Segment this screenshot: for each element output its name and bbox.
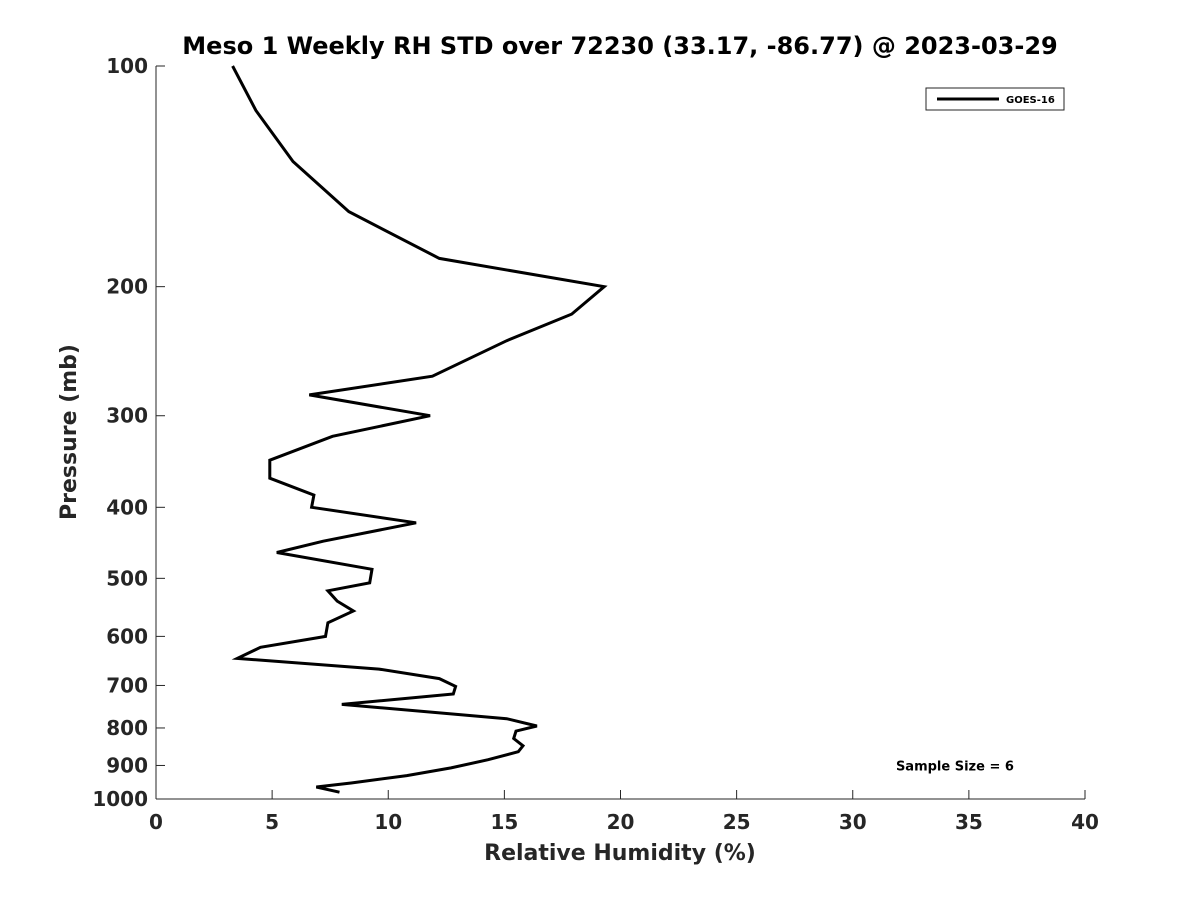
x-tick-label: 30 (839, 810, 867, 834)
chart-title: Meso 1 Weekly RH STD over 72230 (33.17, … (182, 32, 1057, 60)
x-tick-label: 25 (723, 810, 751, 834)
y-tick-label: 1000 (92, 787, 148, 811)
legend: GOES-16 (925, 87, 1065, 111)
legend-label: GOES-16 (1006, 95, 1055, 106)
x-axis-label: Relative Humidity (%) (484, 841, 756, 866)
x-tick-label: 15 (490, 810, 518, 834)
x-tick-label: 40 (1071, 810, 1099, 834)
y-tick-label: 700 (106, 673, 148, 697)
x-tick-label: 35 (955, 810, 983, 834)
axes: 0 5 10 15 20 25 30 35 40 100 200 300 400 500 600 700 800… (92, 54, 1099, 834)
annotations: Sample Size = 6 (896, 759, 1014, 774)
series-layer (231, 65, 608, 794)
y-axis-label: Pressure (mb) (57, 344, 82, 520)
y-tick-label: 100 (106, 54, 148, 78)
x-tick-label: 5 (265, 810, 279, 834)
y-tick-label: 500 (106, 566, 148, 590)
y-tick-label: 400 (106, 495, 148, 519)
y-tick-label: 600 (106, 624, 148, 648)
x-tick-label: 20 (607, 810, 635, 834)
y-tick-label: 300 (106, 404, 148, 428)
y-tick-label: 900 (106, 753, 148, 777)
series-line-goes-16 (231, 65, 608, 794)
y-tick-label: 800 (106, 716, 148, 740)
x-tick-label: 0 (149, 810, 163, 834)
y-tick-label: 200 (106, 275, 148, 299)
x-tick-label: 10 (374, 810, 402, 834)
sample-size-annotation: Sample Size = 6 (896, 759, 1014, 774)
